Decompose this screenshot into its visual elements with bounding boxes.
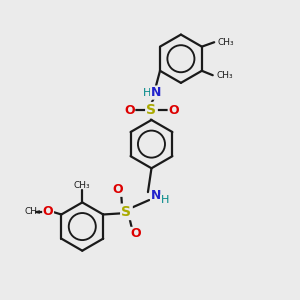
Text: N: N — [151, 189, 161, 202]
Text: S: S — [146, 103, 157, 117]
Text: CH₃: CH₃ — [25, 207, 41, 216]
Text: O: O — [168, 104, 179, 117]
Text: S: S — [122, 205, 131, 219]
Text: H: H — [160, 195, 169, 205]
Text: CH₃: CH₃ — [216, 71, 233, 80]
Text: CH₃: CH₃ — [218, 38, 234, 47]
Text: N: N — [151, 86, 161, 99]
Text: O: O — [130, 227, 141, 240]
Text: O: O — [43, 205, 53, 218]
Text: O: O — [112, 183, 123, 196]
Text: H: H — [143, 88, 151, 98]
Text: CH₃: CH₃ — [74, 181, 91, 190]
Text: O: O — [124, 104, 135, 117]
